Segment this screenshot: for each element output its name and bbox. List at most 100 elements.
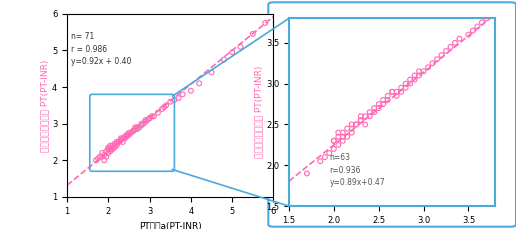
Point [451,41,459,45]
Point [388,90,396,94]
X-axis label: PT試薬a(PT-INR): PT試薬a(PT-INR) [139,221,202,229]
Point [357,119,365,122]
Point [261,21,269,25]
Point [141,118,150,122]
Point [174,96,183,100]
Point [195,82,203,85]
Point [133,127,141,131]
Point [112,144,121,147]
Point [137,122,146,125]
Point [96,155,104,158]
Point [334,131,343,134]
Point [127,131,135,135]
Point [108,144,117,147]
Y-axis label: コアグジェネシス PT(PT-INR): コアグジェネシス PT(PT-INR) [254,66,263,158]
Point [455,37,463,41]
Point [321,155,329,159]
Point [179,93,187,96]
Point [102,155,110,158]
Point [361,123,369,126]
Point [121,135,129,138]
Point [150,114,158,118]
Point [415,70,423,73]
Point [397,90,405,94]
Point [129,129,137,133]
Point [135,125,143,129]
Point [98,151,106,155]
Point [115,140,123,144]
Point [334,143,343,147]
Point [352,123,360,126]
Point [160,105,168,109]
Point [370,106,378,110]
Point [338,131,347,134]
Point [334,135,343,139]
Point [106,144,115,147]
Point [361,114,369,118]
Y-axis label: コアグジェネシス PT(PT-INR): コアグジェネシス PT(PT-INR) [40,59,49,152]
Point [406,78,414,81]
Point [133,125,141,129]
Point [106,147,115,151]
Point [375,102,383,106]
Point [410,74,418,77]
Point [406,82,414,85]
Point [125,131,133,135]
Point [115,140,123,144]
Point [141,120,150,124]
Point [348,131,356,134]
Point [129,129,137,133]
Point [104,147,112,151]
Point [102,149,110,153]
Point [100,153,108,157]
Point [370,110,378,114]
Point [393,94,401,98]
Point [401,82,410,85]
Point [316,159,325,163]
Point [121,136,129,140]
Point [146,116,154,120]
Point [330,139,338,143]
Point [343,127,351,130]
Point [143,118,152,122]
Point [123,133,131,136]
Point [110,142,119,146]
Point [379,98,388,102]
Point [117,138,125,142]
Point [249,32,257,36]
Point [379,102,388,106]
Point [139,122,148,125]
Point [438,53,446,57]
Point [338,135,347,139]
Point [469,29,477,32]
Point [303,172,311,175]
Point [166,100,174,104]
Point [428,61,437,65]
Point [352,123,360,126]
Point [119,136,127,140]
Point [154,111,162,114]
Point [366,110,374,114]
Point [131,127,139,131]
Point [92,158,100,162]
Point [397,86,405,90]
Point [207,71,216,74]
Point [236,45,245,49]
Point [383,98,392,102]
Point [357,119,365,122]
Point [112,140,121,144]
Point [104,151,112,155]
Point [220,58,228,61]
Point [446,45,455,49]
Point [162,104,170,107]
Point [366,114,374,118]
Point [108,147,117,151]
Point [433,57,441,61]
Point [187,89,195,93]
Point [478,21,486,24]
Point [482,16,491,20]
Point [442,49,450,53]
Point [401,86,410,90]
Point [158,107,166,111]
Point [94,157,102,160]
